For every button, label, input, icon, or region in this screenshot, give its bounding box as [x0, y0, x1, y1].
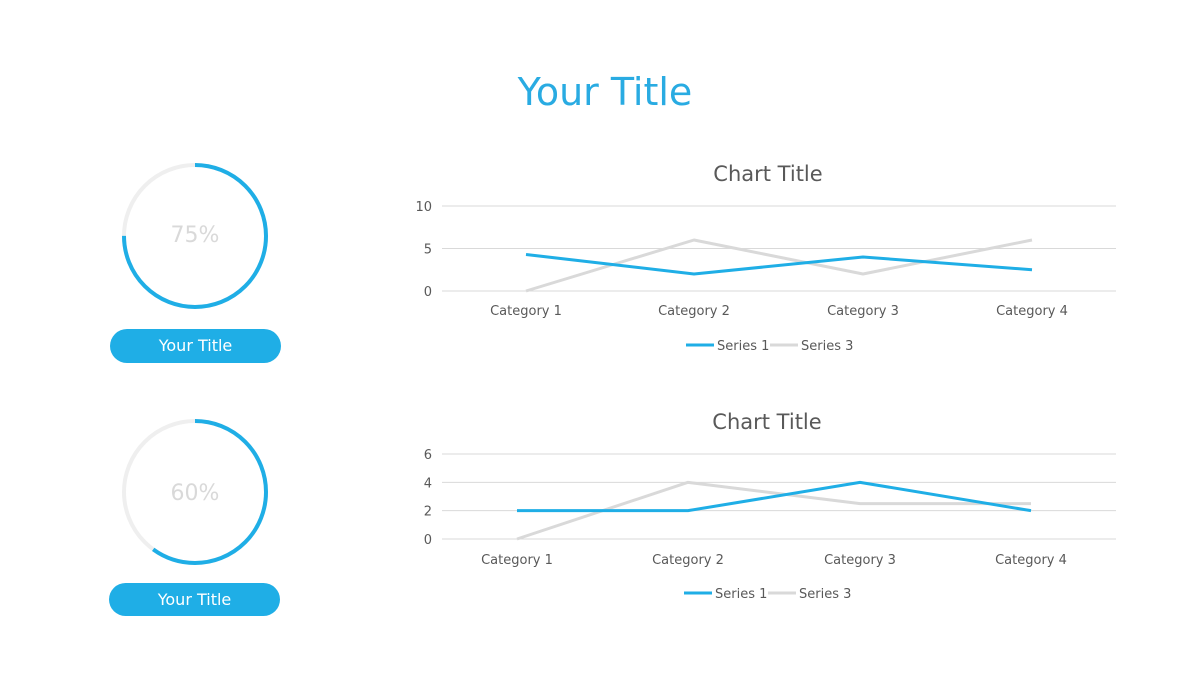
x-tick-label: Category 2: [652, 553, 724, 568]
legend-label: Series 3: [799, 587, 851, 602]
legend-label: Series 1: [715, 587, 767, 602]
progress-ring-2: 60%: [121, 418, 269, 566]
y-tick-label: 2: [424, 505, 432, 520]
legend-label: Series 1: [717, 339, 769, 354]
title-button-1[interactable]: Your Title: [110, 329, 281, 363]
x-tick-label: Category 2: [658, 304, 730, 319]
y-tick-label: 4: [424, 476, 432, 491]
y-tick-label: 5: [424, 243, 432, 258]
ring-progress-arc: [122, 419, 268, 565]
x-tick-label: Category 3: [827, 304, 899, 319]
x-tick-label: Category 1: [490, 304, 562, 319]
y-tick-label: 6: [424, 448, 432, 463]
x-tick-label: Category 4: [995, 553, 1067, 568]
y-tick-label: 0: [424, 285, 432, 300]
ring-progress-arc: [122, 163, 268, 309]
title-button-2[interactable]: Your Title: [109, 583, 280, 616]
progress-ring-1-graphic: [122, 163, 268, 309]
percent-label: 60%: [170, 481, 220, 506]
percent-label: 75%: [170, 223, 220, 248]
progress-ring-1: 75%: [121, 162, 269, 310]
chart-title: Chart Title: [712, 410, 821, 434]
x-tick-label: Category 4: [996, 304, 1068, 319]
series-line-series-1: [525, 252, 1033, 276]
y-tick-label: 10: [415, 200, 432, 215]
x-tick-label: Category 1: [481, 553, 553, 568]
legend-label: Series 3: [801, 339, 853, 354]
y-tick-label: 0: [424, 533, 432, 548]
progress-ring-2-graphic: [122, 419, 268, 565]
x-tick-label: Category 3: [824, 553, 896, 568]
page-title: Your Title: [517, 70, 693, 114]
chart-title: Chart Title: [713, 162, 822, 186]
series-line-series-1: [517, 480, 1032, 513]
